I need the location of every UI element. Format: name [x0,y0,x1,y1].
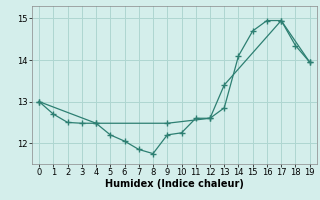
X-axis label: Humidex (Indice chaleur): Humidex (Indice chaleur) [105,179,244,189]
